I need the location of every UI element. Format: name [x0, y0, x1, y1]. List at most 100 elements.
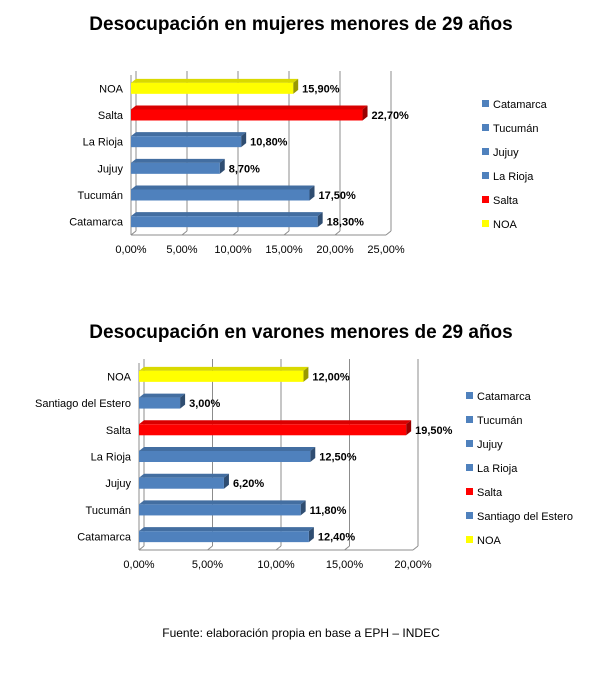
gridline-floor — [275, 545, 282, 551]
bar-side — [308, 527, 314, 543]
gridline-floor — [283, 230, 290, 236]
data-label: 11,80% — [310, 505, 347, 517]
y-category-label: Salta — [106, 425, 132, 437]
bar-side — [180, 393, 186, 409]
x-tick-label: 0,00% — [115, 244, 146, 256]
bar-top — [139, 473, 229, 478]
legend-swatch — [482, 220, 489, 227]
legend-label: Tucumán — [493, 123, 538, 135]
data-label: 3,00% — [189, 398, 220, 410]
bar — [139, 424, 407, 436]
chart-title-mujeres: Desocupación en mujeres menores de 29 añ… — [89, 14, 513, 35]
x-tick-label: 25,00% — [367, 244, 405, 256]
bar — [131, 189, 310, 201]
legend-label: NOA — [493, 219, 518, 231]
y-category-label: Jujuy — [105, 478, 131, 490]
x-tick-label: 5,00% — [166, 244, 197, 256]
legend-label: Jujuy — [477, 439, 503, 451]
bar-top — [139, 366, 309, 371]
bar-side — [303, 366, 309, 382]
bar-top — [131, 158, 225, 163]
bar-top — [131, 78, 299, 83]
bar-side — [309, 185, 315, 201]
gridline-floor — [344, 545, 350, 551]
gridline-floor — [207, 545, 213, 551]
bar — [139, 531, 309, 543]
data-label: 8,70% — [229, 163, 260, 175]
data-label: 19,50% — [415, 425, 453, 437]
data-label: 12,00% — [312, 371, 350, 383]
gridline-floor — [181, 230, 188, 236]
bar-side — [300, 500, 306, 516]
legend-swatch — [466, 392, 473, 399]
legend-swatch — [482, 172, 489, 179]
bar — [139, 370, 304, 382]
data-label: 18,30% — [327, 217, 365, 229]
bar-top — [139, 447, 316, 451]
y-category-label: La Rioja — [91, 452, 132, 464]
bar-side — [406, 420, 412, 436]
bar — [139, 504, 301, 516]
legend-swatch — [482, 148, 489, 155]
legend-label: La Rioja — [477, 463, 518, 475]
gridline-floor — [334, 230, 341, 236]
legend-swatch — [466, 536, 473, 543]
y-category-label: Jujuy — [97, 163, 123, 175]
bar — [131, 162, 220, 174]
bar-side — [310, 447, 316, 462]
data-label: 10,80% — [250, 137, 288, 149]
bar — [131, 216, 318, 228]
x-tick-label: 5,00% — [192, 559, 223, 571]
bar-side — [293, 78, 299, 94]
y-category-label: Tucumán — [78, 190, 123, 202]
data-label: 6,20% — [233, 478, 264, 490]
legend-label: Jujuy — [493, 147, 519, 159]
data-label: 12,40% — [318, 532, 356, 544]
gridline-floor — [412, 545, 419, 551]
bar-top — [139, 420, 412, 425]
x-tick-label: 10,00% — [257, 559, 295, 571]
bar — [139, 451, 311, 462]
chart-mujeres: 0,00% 5,00% 10,00% 15,00% 20,00% 25,00% NOA 15,… — [69, 71, 548, 256]
y-category-label: Santiago del Estero — [35, 398, 131, 410]
bar-top — [131, 105, 368, 110]
x-tick-label: 15,00% — [326, 559, 364, 571]
chart-varones: 0,00% 5,00% 10,00% 15,00% 20,00% NOA 12,00% San… — [35, 359, 573, 571]
data-label: 17,50% — [319, 190, 357, 202]
bar-side — [241, 132, 247, 148]
x-tick-label: 20,00% — [394, 559, 432, 571]
legend-swatch — [466, 512, 473, 519]
legend-swatch — [482, 100, 489, 107]
x-tick-label: 0,00% — [123, 559, 154, 571]
bar — [139, 397, 181, 409]
legend-label: Salta — [493, 195, 519, 207]
legend-label: Salta — [477, 487, 503, 499]
gridline-floor — [232, 230, 239, 236]
y-category-label: Catamarca — [69, 217, 124, 229]
x-tick-label: 10,00% — [214, 244, 252, 256]
source-note: Fuente: elaboración propia en base a EPH… — [162, 626, 440, 640]
legend-label: NOA — [477, 535, 502, 547]
legend-label: Santiago del Estero — [477, 511, 573, 523]
legend-swatch — [482, 196, 489, 203]
bar — [131, 136, 242, 148]
gridline-floor — [130, 230, 137, 236]
bar-top — [131, 212, 323, 217]
bar-side — [219, 158, 225, 174]
y-category-label: NOA — [107, 371, 132, 383]
bar-top — [131, 185, 315, 190]
data-label: 15,90% — [302, 83, 340, 95]
legend-swatch — [466, 416, 473, 423]
legend-label: Catamarca — [493, 99, 548, 111]
y-category-label: La Rioja — [83, 137, 124, 149]
y-category-label: Salta — [98, 110, 124, 122]
bar — [131, 82, 294, 94]
y-category-label: NOA — [99, 83, 124, 95]
gridline-floor — [385, 230, 392, 236]
data-label: 12,50% — [319, 452, 357, 464]
legend-label: La Rioja — [493, 171, 534, 183]
bar — [139, 477, 224, 489]
legend-label: Tucumán — [477, 415, 522, 427]
bar-side — [362, 105, 368, 121]
bar — [131, 109, 363, 121]
